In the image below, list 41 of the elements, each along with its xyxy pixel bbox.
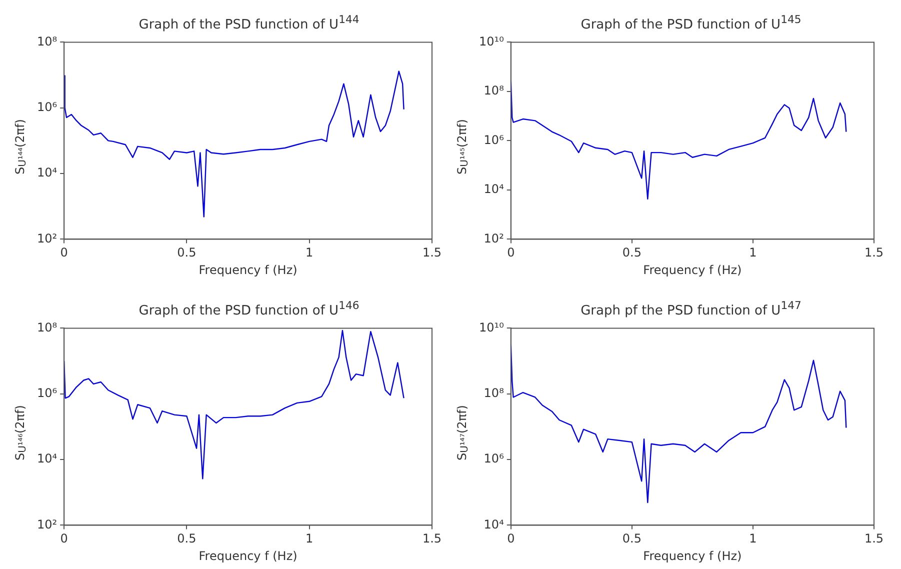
x-tick-label: 0 bbox=[507, 246, 515, 260]
y-tick-label: 10⁸ bbox=[484, 84, 504, 98]
chart-title: Graph pf the PSD function of U$^{147}$ bbox=[580, 298, 802, 318]
y-tick-label: 10¹⁰ bbox=[479, 320, 504, 334]
x-tick-label: 0.5 bbox=[177, 246, 196, 260]
x-tick-label: 1 bbox=[306, 532, 314, 546]
y-tick-label: 10⁴ bbox=[484, 517, 504, 532]
x-tick-label: 1.5 bbox=[864, 532, 884, 546]
x-tick-label: 1.5 bbox=[422, 532, 442, 546]
x-axis-title: Frequency f (Hz) bbox=[643, 262, 742, 277]
y-tick-label: 10² bbox=[36, 517, 58, 532]
y-tick-label: 10² bbox=[36, 231, 58, 246]
y-tick-label: 10¹⁰ bbox=[479, 34, 504, 48]
chart-title: Graph of the PSD function of U$^{145}$ bbox=[580, 12, 802, 32]
x-axis-title: Frequency f (Hz) bbox=[643, 548, 742, 563]
y-tick-label: 10² bbox=[484, 231, 504, 246]
x-axis-title: Frequency f (Hz) bbox=[198, 548, 298, 563]
y-tick-label: 10⁴ bbox=[484, 182, 504, 196]
y-tick-label: 10⁸ bbox=[484, 386, 504, 400]
x-tick-label: 0.5 bbox=[177, 532, 196, 546]
x-tick-label: 0 bbox=[507, 532, 515, 546]
y-tick-label: 10⁸ bbox=[36, 320, 58, 334]
x-tick-label: 0.5 bbox=[622, 246, 642, 260]
y-tick-label: 10⁶ bbox=[484, 132, 504, 147]
x-tick-label: 1.5 bbox=[864, 246, 884, 260]
y-tick-label: 10⁴ bbox=[36, 166, 58, 180]
y-tick-label: 10⁶ bbox=[36, 386, 58, 400]
x-tick-label: 1.5 bbox=[422, 246, 442, 260]
x-tick-label: 0 bbox=[60, 246, 68, 260]
x-tick-label: 0 bbox=[60, 532, 68, 546]
chart-title: Graph of the PSD function of U$^{146}$ bbox=[138, 298, 360, 318]
chart-title: Graph of the PSD function of U$^{144}$ bbox=[138, 12, 360, 32]
y-tick-label: 10⁸ bbox=[36, 34, 58, 48]
x-tick-label: 0.5 bbox=[622, 532, 642, 546]
y-tick-label: 10⁶ bbox=[484, 452, 504, 466]
x-tick-label: 1 bbox=[749, 246, 757, 260]
x-tick-label: 1 bbox=[306, 246, 314, 260]
x-tick-label: 1 bbox=[749, 532, 757, 546]
y-tick-label: 10⁶ bbox=[36, 100, 58, 114]
x-axis-title: Frequency f (Hz) bbox=[198, 262, 298, 277]
y-tick-label: 10⁴ bbox=[36, 452, 58, 466]
